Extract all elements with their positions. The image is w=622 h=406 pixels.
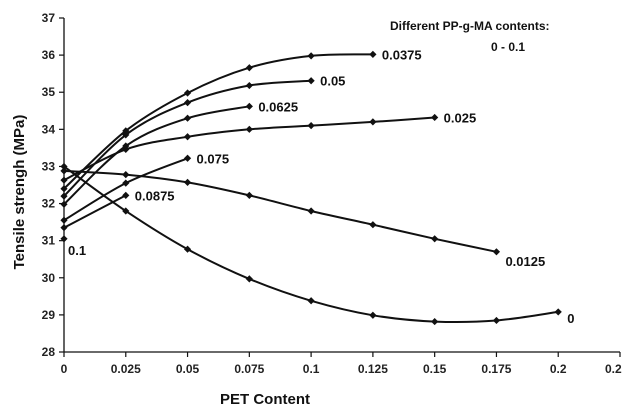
data-point [122, 131, 130, 139]
data-point [554, 308, 562, 316]
data-point [245, 102, 253, 110]
y-tick-label: 37 [42, 11, 56, 25]
series-label: 0.0875 [135, 188, 175, 203]
data-point [60, 162, 68, 171]
series-0-0875 [60, 191, 130, 232]
series-0-1 [60, 235, 68, 243]
series-label: 0 [567, 311, 574, 326]
data-point [60, 224, 68, 232]
series-label: 0.0625 [258, 99, 298, 114]
data-point [307, 122, 315, 130]
data-point [431, 113, 439, 122]
data-point [369, 118, 377, 126]
series-line [63, 165, 559, 324]
series-line [63, 194, 127, 229]
series-group [60, 50, 562, 326]
y-tick-label: 36 [42, 48, 56, 62]
y-tick-label: 29 [42, 308, 56, 322]
data-point [369, 221, 377, 229]
data-point [492, 316, 501, 325]
data-point [307, 297, 315, 305]
data-point [60, 200, 68, 208]
y-tick-label: 30 [42, 271, 56, 285]
data-point [307, 207, 315, 215]
data-point [245, 64, 253, 72]
data-point [245, 125, 253, 133]
series-labels: 0 0.0125 0.025 0.0375 0.05 0.0625 0.075 0.0875 0… [68, 47, 574, 326]
y-tick-label: 28 [42, 345, 56, 359]
series-0-075 [60, 154, 192, 224]
data-point [307, 77, 315, 85]
data-point [431, 317, 439, 326]
series-label: 0.025 [444, 110, 477, 125]
series-0-0125 [60, 167, 501, 256]
data-point [492, 248, 501, 256]
x-tick-label: 0.2 [550, 362, 567, 376]
data-point [60, 216, 68, 224]
series-line [63, 105, 250, 206]
y-tick-label: 31 [42, 234, 56, 248]
x-tick-label: 0.125 [358, 362, 388, 376]
data-point [245, 275, 253, 283]
data-point [183, 133, 192, 141]
data-point [183, 178, 192, 187]
data-point [183, 154, 192, 162]
data-point [122, 171, 130, 179]
data-point [122, 191, 130, 199]
data-point [122, 207, 130, 215]
annotation-title: Different PP-g-MA contents: [390, 19, 550, 33]
data-point [369, 311, 377, 319]
y-tick-label: 32 [42, 197, 56, 211]
x-tick-label: 0.15 [423, 362, 447, 376]
y-tick-label: 35 [42, 85, 56, 99]
series-label: 0.075 [197, 151, 230, 166]
series-label: 0.05 [320, 74, 345, 89]
x-axis-ticks: 0 0.025 0.05 0.075 0.1 0.125 0.15 0.175 0.2 0.225 [61, 352, 622, 376]
series-0-0375 [60, 50, 377, 193]
data-point [183, 114, 192, 122]
x-tick-label: 0.175 [481, 362, 511, 376]
annotation-range: 0 - 0.1 [491, 40, 525, 54]
data-point [183, 89, 192, 97]
y-axis-title: Tensile strengh (MPa) [11, 115, 28, 270]
series-label: 0.0125 [505, 254, 545, 269]
data-point [369, 50, 377, 58]
series-0-05 [60, 77, 315, 200]
data-point [60, 176, 68, 184]
data-point [122, 142, 130, 150]
data-point [183, 99, 192, 107]
data-point [245, 191, 253, 199]
series-line [63, 169, 497, 253]
x-tick-label: 0.05 [176, 362, 200, 376]
x-axis-title: PET Content [220, 391, 310, 406]
data-point [183, 245, 192, 253]
data-point [122, 179, 130, 187]
x-tick-label: 0 [61, 362, 68, 376]
y-tick-label: 34 [42, 122, 56, 136]
data-point [60, 185, 68, 193]
series-label: 0.1 [68, 243, 86, 258]
data-point [60, 192, 68, 200]
data-point [431, 235, 439, 243]
data-point [307, 52, 315, 60]
series-0-0625 [60, 102, 253, 208]
y-tick-label: 33 [42, 159, 56, 173]
data-point [60, 167, 68, 175]
data-point [60, 235, 68, 243]
data-point [245, 81, 253, 90]
x-tick-label: 0.075 [234, 362, 264, 376]
x-tick-label: 0.025 [111, 362, 141, 376]
axes [63, 18, 620, 353]
x-tick-label: 0.225 [605, 362, 622, 376]
series-label: 0.0375 [382, 47, 422, 62]
series-0 [60, 162, 562, 326]
y-axis-ticks: 28 29 30 31 32 33 34 35 36 37 [42, 11, 64, 359]
x-tick-label: 0.1 [303, 362, 320, 376]
